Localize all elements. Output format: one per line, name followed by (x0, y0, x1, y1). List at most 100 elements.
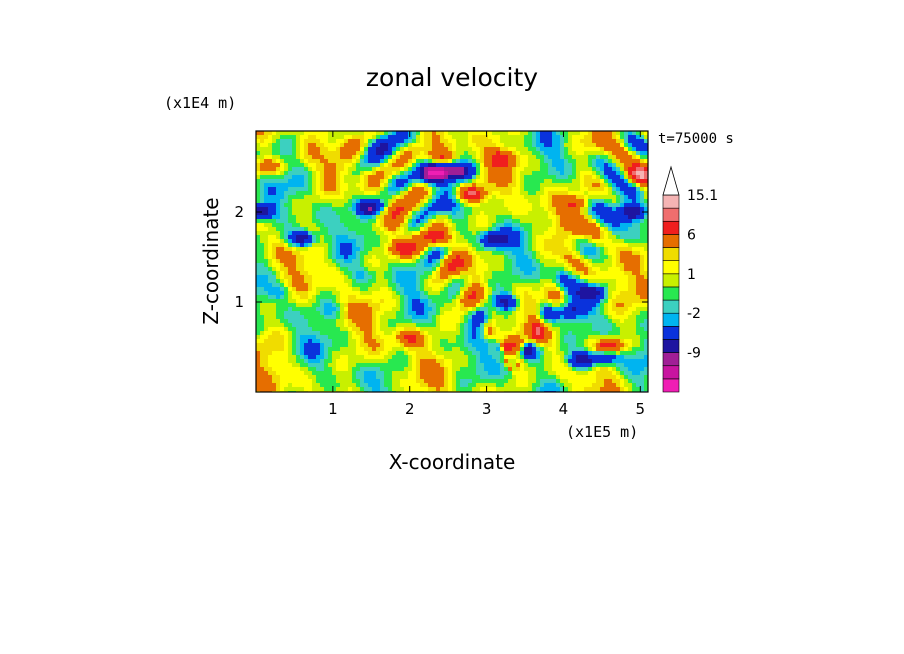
heatmap-cell (516, 199, 521, 204)
heatmap-cell (404, 207, 409, 212)
heatmap-cell (416, 307, 421, 312)
heatmap-cell (528, 207, 533, 212)
heatmap-cell (340, 331, 345, 336)
heatmap-cell (272, 147, 277, 152)
heatmap-cell (596, 271, 601, 276)
heatmap-cell (444, 143, 449, 148)
heatmap-cell (260, 171, 265, 176)
heatmap-cell (396, 195, 401, 200)
heatmap-cell (604, 287, 609, 292)
heatmap-cell (276, 207, 281, 212)
heatmap-cell (604, 263, 609, 268)
heatmap-cell (396, 243, 401, 248)
heatmap-cell (640, 227, 645, 232)
heatmap-cell (640, 195, 645, 200)
heatmap-cell (316, 279, 321, 284)
heatmap-cell (552, 171, 557, 176)
heatmap-cell (588, 315, 593, 320)
heatmap-cell (444, 135, 449, 140)
heatmap-cell (456, 211, 461, 216)
heatmap-cell (368, 247, 373, 252)
heatmap-cell (440, 143, 445, 148)
heatmap-cell (444, 299, 449, 304)
heatmap-cell (284, 239, 289, 244)
heatmap-cell (544, 311, 549, 316)
heatmap-cell (556, 227, 561, 232)
heatmap-cell (336, 263, 341, 268)
heatmap-cell (568, 295, 573, 300)
heatmap-cell (504, 255, 509, 260)
heatmap-cell (528, 167, 533, 172)
heatmap-cell (544, 163, 549, 168)
heatmap-cell (480, 311, 485, 316)
heatmap-cell (368, 275, 373, 280)
heatmap-cell (312, 299, 317, 304)
heatmap-cell (452, 183, 457, 188)
heatmap-cell (320, 323, 325, 328)
heatmap-cell (360, 259, 365, 264)
heatmap-cell (432, 147, 437, 152)
heatmap-cell (276, 327, 281, 332)
heatmap-cell (368, 259, 373, 264)
heatmap-cell (524, 147, 529, 152)
heatmap-cell (612, 227, 617, 232)
heatmap-cell (624, 303, 629, 308)
heatmap-cell (344, 231, 349, 236)
heatmap-cell (472, 187, 477, 192)
heatmap-cell (272, 207, 277, 212)
heatmap-cell (640, 299, 645, 304)
heatmap-cell (428, 135, 433, 140)
heatmap-cell (568, 243, 573, 248)
heatmap-cell (624, 159, 629, 164)
heatmap-cell (308, 179, 313, 184)
heatmap-cell (260, 187, 265, 192)
heatmap-cell (424, 195, 429, 200)
heatmap-cell (276, 191, 281, 196)
heatmap-cell (488, 291, 493, 296)
heatmap-cell (640, 327, 645, 332)
heatmap-cell (272, 179, 277, 184)
heatmap-cell (584, 259, 589, 264)
heatmap-cell (580, 259, 585, 264)
heatmap-cell (624, 195, 629, 200)
heatmap-cell (476, 247, 481, 252)
heatmap-cell (568, 211, 573, 216)
heatmap-cell (272, 211, 277, 216)
heatmap-cell (612, 219, 617, 224)
heatmap-cell (312, 331, 317, 336)
heatmap-cell (260, 287, 265, 292)
heatmap-cell (500, 211, 505, 216)
heatmap-cell (440, 287, 445, 292)
heatmap-cell (440, 135, 445, 140)
heatmap-cell (376, 271, 381, 276)
heatmap-cell (644, 195, 649, 200)
heatmap-cell (588, 323, 593, 328)
heatmap-cell (352, 319, 357, 324)
heatmap-cell (644, 263, 649, 268)
heatmap-cell (564, 147, 569, 152)
heatmap-cell (392, 239, 397, 244)
heatmap-cell (552, 251, 557, 256)
heatmap-cell (392, 139, 397, 144)
heatmap-cell (396, 251, 401, 256)
heatmap-cell (292, 167, 297, 172)
heatmap-cell (388, 211, 393, 216)
heatmap-cell (400, 295, 405, 300)
heatmap-cell (292, 331, 297, 336)
heatmap-cell (644, 183, 649, 188)
heatmap-cell (444, 271, 449, 276)
heatmap-cell (384, 223, 389, 228)
heatmap-cell (556, 159, 561, 164)
heatmap-cell (400, 219, 405, 224)
heatmap-cell (536, 283, 541, 288)
heatmap-cell (564, 159, 569, 164)
heatmap-cell (304, 135, 309, 140)
heatmap-cell (632, 207, 637, 212)
heatmap-cell (476, 275, 481, 280)
heatmap-cell (440, 163, 445, 168)
heatmap-cell (400, 195, 405, 200)
heatmap-cell (536, 135, 541, 140)
heatmap-cell (348, 235, 353, 240)
heatmap-cell (308, 223, 313, 228)
heatmap-cell (460, 295, 465, 300)
